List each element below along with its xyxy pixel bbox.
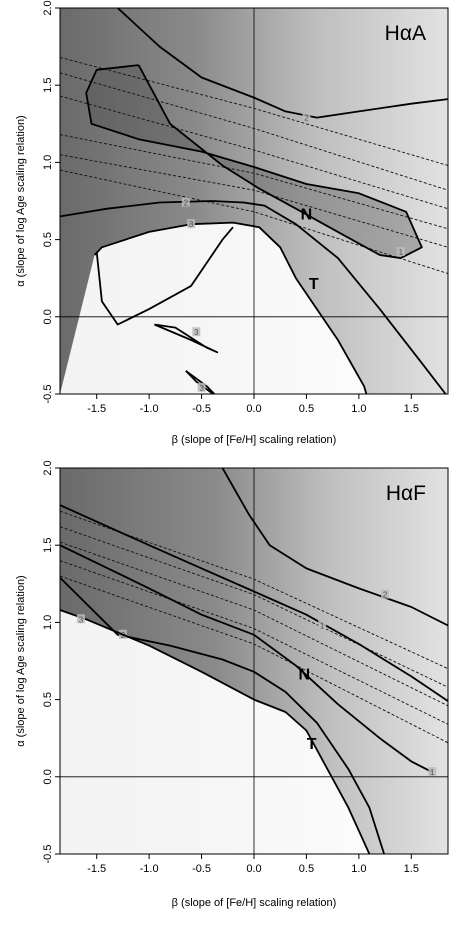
x-tick-label: 0.5 (299, 863, 314, 875)
contour-label-bg (76, 614, 85, 624)
x-tick-label: -1.5 (87, 403, 106, 415)
panel-title-bottom: HαF (386, 482, 426, 505)
x-tick-label: -0.5 (192, 863, 211, 875)
dashed-contour-0 (60, 56, 448, 166)
y-tick-label: 1.0 (42, 615, 54, 630)
y-tick-label: 1.5 (42, 538, 54, 553)
contour-label-bg (428, 767, 437, 777)
x-tick-label: 1.0 (351, 403, 366, 415)
y-tick-label: 1.5 (42, 78, 54, 93)
x-axis-label-top: β (slope of [Fe/H] scaling relation) (172, 434, 337, 446)
solid-contour-3 (93, 221, 368, 394)
region-label-t: T (307, 736, 317, 753)
dashed-contour-0 (60, 510, 448, 670)
region-label-n: N (299, 666, 311, 683)
dashed-contour-1 (60, 72, 448, 191)
x-tick-label: -1.5 (87, 863, 106, 875)
dashed-contour-4 (60, 575, 448, 744)
x-tick-label: -1.0 (140, 863, 159, 875)
x-tick-label: -1.0 (140, 403, 159, 415)
solid-contour-5 (154, 323, 219, 354)
contour-label: 3 (194, 328, 199, 337)
solid-contour-2 (60, 544, 433, 774)
x-tick-label: 0.0 (246, 403, 261, 415)
contour-label: 1 (399, 248, 404, 257)
x-tick-label: 0.0 (246, 863, 261, 875)
contour-label-bg (192, 327, 201, 337)
y-tick-label: 2.0 (42, 0, 54, 15)
contour-label: 1 (430, 768, 435, 777)
y-tick-label: 0.5 (42, 232, 54, 247)
contour-label: 2 (184, 199, 189, 208)
region-label-t: T (309, 276, 319, 293)
dashed-contour-5 (60, 169, 448, 275)
contour-label-bg (381, 589, 390, 599)
solid-contour-6 (185, 370, 216, 394)
y-axis-label-bottom: α (slope of log Age scaling relation) (15, 575, 27, 746)
y-tick-label: -0.5 (42, 845, 54, 864)
x-tick-label: 0.5 (299, 403, 314, 415)
y-tick-label: -0.5 (42, 385, 54, 404)
y-tick-label: 0.0 (42, 769, 54, 784)
x-axis-label-bottom: β (slope of [Fe/H] scaling relation) (172, 897, 337, 909)
solid-contour-1 (85, 64, 423, 259)
solid-contour-4 (95, 226, 234, 326)
contour-label-bg (396, 246, 405, 256)
solid-contour-3 (60, 576, 386, 854)
y-tick-label: 0.5 (42, 692, 54, 707)
x-tick-label: 1.5 (404, 863, 419, 875)
contour-label-bg (187, 219, 196, 229)
dashed-contour-4 (60, 154, 448, 248)
plot-area: 2 1 2 3 3 3 (60, 8, 448, 394)
y-tick-label: 2.0 (42, 460, 54, 475)
panel-title-top: HαA (385, 22, 426, 45)
y-axis-label-top: α (slope of log Age scaling relation) (15, 115, 27, 286)
contour-label: 2 (383, 591, 388, 600)
contour-label-bg (302, 112, 311, 122)
contour-label: 2 (304, 114, 309, 123)
dashed-contour-1 (60, 526, 448, 688)
x-tick-label: 1.5 (404, 403, 419, 415)
panel-halpha-a: 2 1 2 3 3 3 N T -1.5 -1.0 -0.5 0.0 0.5 1.0 1.5 -0.5 0.0 0… (42, 0, 449, 415)
y-tick-label: 1.0 (42, 155, 54, 170)
dashed-contour-3 (60, 560, 448, 725)
contour-label: 1 (320, 621, 325, 630)
contour-label: 3 (199, 384, 204, 393)
contour-label: 3 (79, 615, 84, 624)
contour-label-bg (181, 197, 190, 207)
x-tick-label: -0.5 (192, 403, 211, 415)
region-label-n: N (301, 206, 313, 223)
y-tick-label: 0.0 (42, 309, 54, 324)
solid-contour-4 (60, 609, 371, 854)
contour-label-bg (318, 620, 327, 630)
solid-contour-0 (221, 468, 448, 627)
solid-contour-1 (60, 504, 448, 702)
high-likelihood-region (86, 65, 422, 259)
solid-contour-0 (117, 8, 448, 119)
dashed-contour-2 (60, 95, 448, 210)
contour-label: 3 (189, 220, 194, 229)
contour-label-bg (197, 382, 206, 392)
dashed-contour-2 (60, 541, 448, 707)
x-tick-label: 1.0 (351, 863, 366, 875)
solid-contour-2 (60, 200, 447, 394)
dashed-contour-3 (60, 134, 448, 230)
